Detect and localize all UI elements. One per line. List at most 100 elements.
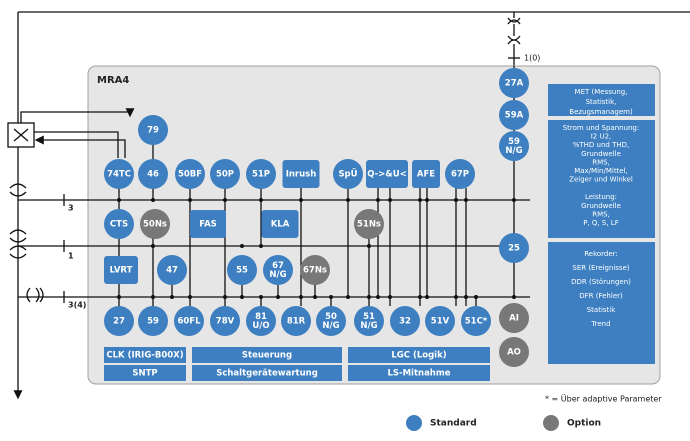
function-circle xyxy=(138,115,168,145)
function-box xyxy=(190,210,226,238)
feature-label: LGC (Logik) xyxy=(391,351,446,361)
function-label: 81R xyxy=(287,317,306,327)
protection-function: AI xyxy=(499,303,529,333)
protection-function: 74TC xyxy=(104,159,134,189)
junction xyxy=(223,295,227,299)
junction xyxy=(367,295,371,299)
protection-function: 50P xyxy=(210,159,240,189)
protection-function: 50Ns xyxy=(140,209,170,239)
function-label: 67 xyxy=(272,261,284,271)
junction xyxy=(170,295,174,299)
function-label: 78V xyxy=(216,317,235,327)
protection-function: AO xyxy=(499,337,529,367)
protection-function: 27 xyxy=(104,306,134,336)
info-line: DDR (Störungen) xyxy=(571,278,631,286)
junction xyxy=(151,244,155,248)
info-line: RMS, xyxy=(592,210,610,218)
junction xyxy=(454,295,458,299)
junction xyxy=(346,198,350,202)
protection-function: 67N/G xyxy=(263,255,293,285)
protection-function: 81U/O xyxy=(246,306,276,336)
function-circle xyxy=(138,159,168,189)
info-line: MET (Messung, xyxy=(575,88,628,96)
junction xyxy=(299,198,303,202)
info-line: Leistung: xyxy=(585,193,617,201)
protection-function: LVRT xyxy=(104,256,138,284)
function-label: 67P xyxy=(451,170,469,180)
junction xyxy=(188,295,192,299)
protection-function: 60FL xyxy=(174,306,204,336)
function-label: 27A xyxy=(505,79,524,89)
info-panel xyxy=(548,84,655,116)
info-line: Bezugsmanagem) xyxy=(569,108,633,116)
protection-function: 78V xyxy=(210,306,240,336)
function-circle xyxy=(461,306,491,336)
function-label: 60FL xyxy=(177,317,201,327)
function-label: 50Ns xyxy=(143,220,167,230)
protection-function: 27A xyxy=(499,68,529,98)
function-label: 50P xyxy=(216,170,234,180)
function-circle xyxy=(210,159,240,189)
feature-label: LS-Mitnahme xyxy=(388,369,451,379)
junction xyxy=(425,198,429,202)
junction xyxy=(223,198,227,202)
function-label: 27 xyxy=(113,317,125,327)
protection-function: 79 xyxy=(138,115,168,145)
feature-bar xyxy=(104,365,186,381)
junction xyxy=(259,295,263,299)
function-circle xyxy=(138,306,168,336)
junction xyxy=(240,295,244,299)
feature-label: Steuerung xyxy=(242,351,292,361)
feature-bar xyxy=(104,347,186,363)
function-circle xyxy=(246,306,276,336)
protection-function: 50BF xyxy=(175,159,205,189)
info-line: Statistik, xyxy=(586,98,617,106)
function-circle xyxy=(499,100,529,130)
function-label: 47 xyxy=(166,266,178,276)
info-line: Grundwelle xyxy=(581,150,621,158)
bus-label: 1 xyxy=(68,252,74,261)
junction xyxy=(117,198,121,202)
function-box xyxy=(261,210,299,238)
function-label: 59 xyxy=(508,137,520,147)
function-label: N/G xyxy=(505,146,522,156)
function-label: AFE xyxy=(417,170,435,180)
footnote: * = Über adaptive Parameter xyxy=(545,394,662,404)
protection-function: 55 xyxy=(227,255,257,285)
function-label: 51C* xyxy=(465,317,488,327)
function-label: Inrush xyxy=(286,170,317,180)
junction xyxy=(425,295,429,299)
function-circle xyxy=(499,303,529,333)
protection-function: 51Ns xyxy=(354,209,384,239)
info-line: Zeiger und Winkel xyxy=(569,176,633,184)
protection-function: 25 xyxy=(499,233,529,263)
function-circle xyxy=(210,306,240,336)
function-circle xyxy=(300,255,330,285)
junction xyxy=(418,198,422,202)
protection-function: 67Ns xyxy=(300,255,330,285)
junction xyxy=(299,295,303,299)
protection-function: 81R xyxy=(281,306,311,336)
feature-label: Schaltgerätewartung xyxy=(216,369,318,379)
function-label: 51 xyxy=(363,312,375,322)
function-circle xyxy=(104,306,134,336)
function-label: N/G xyxy=(360,321,377,331)
info-line: Trend xyxy=(590,320,610,328)
function-circle xyxy=(499,337,529,367)
function-label: 25 xyxy=(508,244,520,254)
feature-bar xyxy=(192,365,342,381)
function-circle xyxy=(354,306,384,336)
junction xyxy=(388,295,392,299)
function-circle xyxy=(499,68,529,98)
relay-title: MRA4 xyxy=(97,75,129,86)
function-label: 50BF xyxy=(178,170,202,180)
info-line: SER (Ereignisse) xyxy=(572,264,630,272)
protection-function: 51N/G xyxy=(354,306,384,336)
junction xyxy=(240,244,244,248)
function-label: 74TC xyxy=(107,170,131,180)
function-label: 51Ns xyxy=(357,220,381,230)
wiring xyxy=(7,66,530,306)
junction xyxy=(474,295,478,299)
bus-label: 3 xyxy=(68,204,74,213)
